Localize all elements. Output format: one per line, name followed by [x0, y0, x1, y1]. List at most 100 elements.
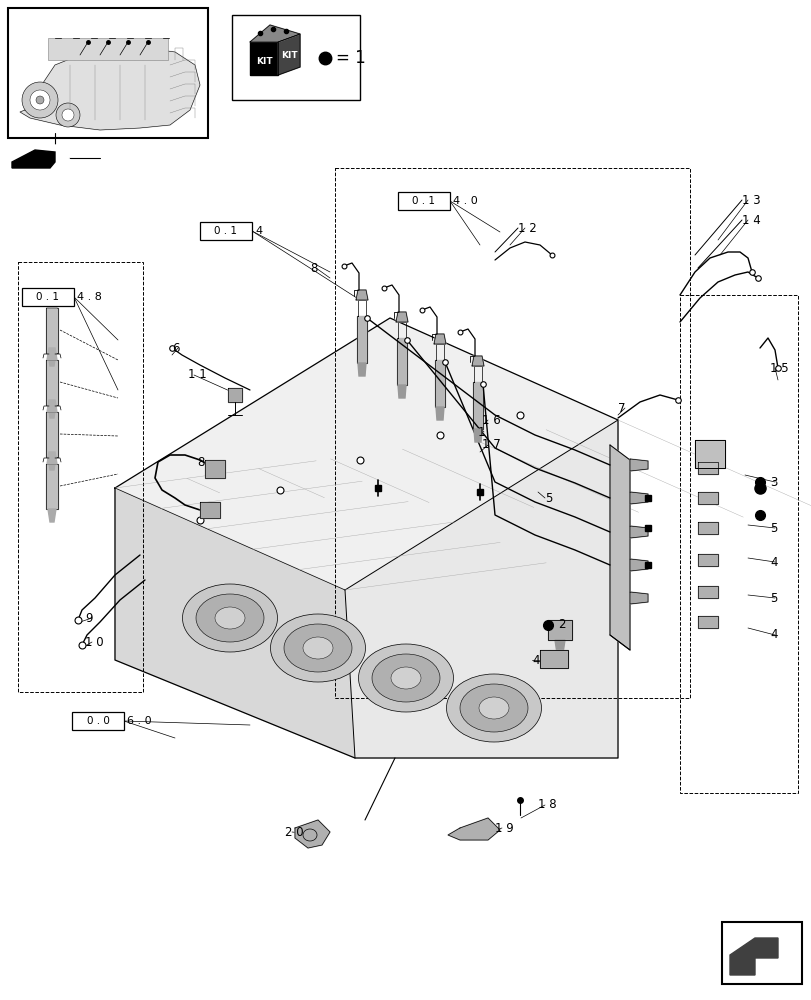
Text: 9: 9 [85, 611, 92, 624]
Polygon shape [250, 42, 277, 75]
Polygon shape [397, 385, 406, 398]
Text: 1 4: 1 4 [741, 214, 760, 227]
Bar [232, 15, 359, 100]
Bar [8, 8, 208, 138]
Polygon shape [436, 407, 444, 420]
Text: 8: 8 [197, 456, 204, 468]
Circle shape [62, 109, 74, 121]
Bar [335, 168, 689, 698]
Ellipse shape [391, 667, 420, 689]
Polygon shape [473, 382, 483, 429]
Text: 1 2: 1 2 [517, 222, 536, 234]
Polygon shape [115, 488, 354, 758]
Bar [679, 295, 797, 793]
Bar [200, 222, 251, 240]
Circle shape [22, 82, 58, 118]
Circle shape [30, 90, 50, 110]
Ellipse shape [358, 644, 453, 712]
Polygon shape [547, 620, 571, 640]
Polygon shape [47, 400, 57, 412]
Polygon shape [250, 25, 299, 42]
Polygon shape [694, 440, 724, 468]
Polygon shape [46, 412, 58, 457]
Polygon shape [204, 460, 225, 478]
Text: 5: 5 [544, 491, 551, 504]
Text: 2 0: 2 0 [285, 826, 303, 838]
Polygon shape [48, 509, 56, 522]
Text: 5: 5 [769, 522, 776, 534]
Polygon shape [46, 360, 58, 405]
Text: KIT: KIT [255, 56, 272, 66]
Polygon shape [8, 145, 80, 175]
Polygon shape [48, 405, 56, 418]
Text: 5: 5 [769, 591, 776, 604]
Polygon shape [629, 592, 647, 604]
Text: 7: 7 [617, 401, 624, 414]
Polygon shape [609, 445, 629, 650]
Polygon shape [294, 820, 329, 848]
Text: 1 9: 1 9 [495, 822, 513, 834]
Polygon shape [629, 459, 647, 471]
Text: = 1: = 1 [336, 49, 365, 67]
Polygon shape [228, 388, 242, 402]
Text: 1 1: 1 1 [188, 368, 207, 381]
Ellipse shape [478, 697, 508, 719]
Text: 4: 4 [255, 226, 262, 236]
Ellipse shape [270, 614, 365, 682]
Polygon shape [47, 348, 57, 360]
Circle shape [56, 103, 80, 127]
Text: KIT: KIT [281, 51, 297, 60]
Ellipse shape [446, 674, 541, 742]
Polygon shape [48, 353, 56, 366]
Text: 1 7: 1 7 [482, 438, 500, 452]
Ellipse shape [215, 607, 245, 629]
Polygon shape [729, 938, 777, 975]
Bar [18, 262, 143, 692]
Polygon shape [200, 502, 220, 518]
Text: 2: 2 [557, 618, 564, 632]
Text: 1: 1 [478, 426, 485, 438]
Ellipse shape [182, 584, 277, 652]
Polygon shape [345, 420, 617, 758]
Polygon shape [697, 492, 717, 504]
Text: 4: 4 [769, 556, 777, 568]
Polygon shape [46, 308, 58, 353]
Polygon shape [697, 554, 717, 566]
Polygon shape [48, 457, 56, 470]
Polygon shape [46, 464, 58, 509]
Text: 8: 8 [310, 261, 317, 274]
Polygon shape [47, 452, 57, 464]
Polygon shape [629, 492, 647, 504]
Ellipse shape [371, 654, 440, 702]
Text: 0 . 1: 0 . 1 [412, 196, 435, 206]
Polygon shape [697, 462, 717, 474]
Bar [721, 922, 801, 984]
Polygon shape [474, 429, 482, 442]
Text: 3: 3 [769, 476, 776, 488]
Text: 4: 4 [769, 629, 777, 642]
Ellipse shape [195, 594, 264, 642]
Polygon shape [539, 650, 568, 668]
Text: 6 . 0: 6 . 0 [127, 716, 152, 726]
Text: 1 3: 1 3 [741, 194, 760, 207]
Text: 0 . 1: 0 . 1 [36, 292, 59, 302]
Polygon shape [12, 150, 55, 168]
Circle shape [36, 96, 44, 104]
Bar [397, 192, 449, 210]
Text: 1 6: 1 6 [482, 414, 500, 426]
Text: 1 0: 1 0 [85, 636, 104, 648]
Polygon shape [697, 522, 717, 534]
Text: 6: 6 [172, 342, 179, 355]
Bar [72, 712, 124, 730]
Polygon shape [554, 640, 564, 660]
Ellipse shape [303, 637, 333, 659]
Polygon shape [357, 316, 367, 363]
Polygon shape [448, 818, 500, 840]
Text: 1 5: 1 5 [769, 361, 787, 374]
Polygon shape [697, 586, 717, 598]
Text: 0 . 0: 0 . 0 [87, 716, 109, 726]
Polygon shape [629, 559, 647, 571]
Bar [22, 288, 74, 306]
Text: 4: 4 [531, 654, 539, 666]
Polygon shape [435, 360, 444, 407]
